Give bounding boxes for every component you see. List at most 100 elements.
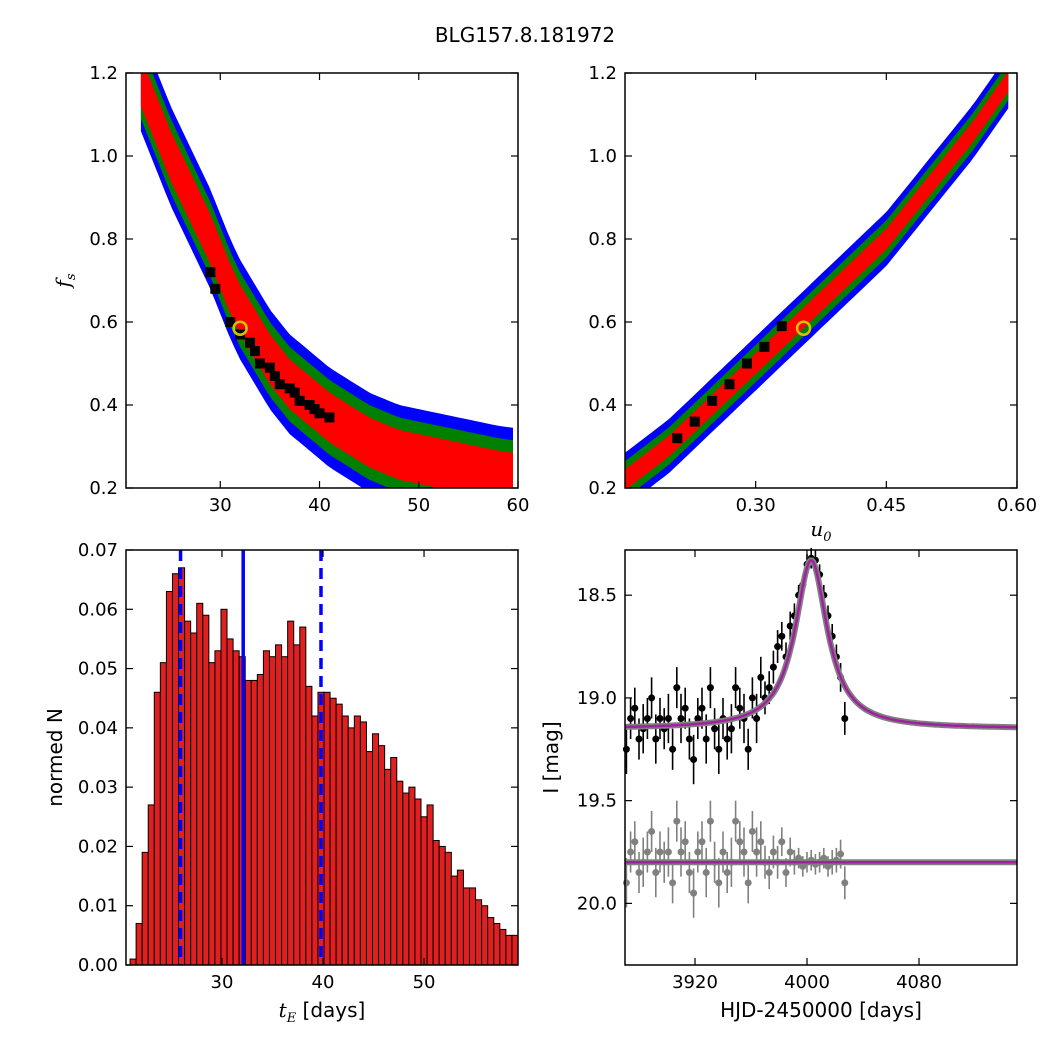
- panel-fs-vs-te: 30 40 50 60 0.2 0.4 0.6 0.8 1.0 1.2 fs: [51, 63, 530, 516]
- y-axis-label: fs: [51, 273, 79, 289]
- histogram-bar: [329, 697, 337, 966]
- x-tick-label: 40: [308, 495, 331, 516]
- histogram-bar: [196, 602, 204, 966]
- data-point: [652, 735, 660, 743]
- residual-point: [669, 879, 677, 887]
- data-point: [685, 735, 693, 743]
- y-tick-label: 0.01: [78, 896, 118, 917]
- residual-point: [631, 838, 639, 846]
- y-tick-label: 0.07: [78, 540, 118, 561]
- histogram-bar: [432, 840, 440, 966]
- core-cell: [289, 387, 300, 398]
- residual-point: [648, 827, 656, 835]
- residual-point: [778, 838, 786, 846]
- y-tick-label: 0.05: [78, 659, 118, 680]
- data-point: [656, 714, 664, 722]
- band-mid: [625, 73, 1009, 488]
- x-tick-label: 30: [211, 972, 234, 993]
- core-cell: [210, 283, 221, 294]
- histogram-bar: [347, 727, 355, 966]
- histogram-bar: [244, 679, 252, 966]
- residual-point: [748, 827, 756, 835]
- band-inner: [140, 73, 513, 488]
- y-tick-label: 20.0: [577, 893, 617, 914]
- histogram-bar: [226, 638, 234, 966]
- histogram-bar: [281, 656, 289, 966]
- histogram-bar: [141, 851, 149, 966]
- data-point: [744, 745, 752, 753]
- data-point: [702, 735, 710, 743]
- residual-point: [786, 848, 794, 856]
- residual-point: [685, 869, 693, 877]
- histogram-bar: [256, 674, 264, 966]
- axes-frame: [624, 72, 1018, 489]
- histogram-bar: [335, 703, 343, 966]
- data-point: [748, 694, 756, 702]
- y-tick-label: 0.02: [78, 836, 118, 857]
- data-point: [727, 725, 735, 733]
- x-tick-label: 60: [507, 495, 530, 516]
- histogram-bar: [159, 662, 167, 966]
- histogram-bar: [426, 804, 434, 966]
- y-tick-label: 0.4: [588, 395, 617, 416]
- y-tick-label: 1.0: [588, 146, 617, 167]
- core-cell: [250, 346, 261, 357]
- histogram-bar: [220, 608, 228, 966]
- data-point: [669, 745, 677, 753]
- histogram-bar: [511, 934, 519, 966]
- histogram-bar: [287, 620, 295, 966]
- residual-point: [635, 869, 643, 877]
- y-tick-label: 0.6: [588, 312, 617, 333]
- data-point: [664, 714, 672, 722]
- histogram-bar: [214, 650, 222, 966]
- histogram-bar: [359, 721, 367, 966]
- band-inner: [625, 73, 1009, 488]
- x-axis-label-sub: 0: [823, 530, 831, 545]
- residual-point: [719, 848, 727, 856]
- core-cell: [776, 321, 787, 332]
- histogram-bar: [493, 923, 501, 966]
- axes-frame: [125, 549, 519, 966]
- y-tick-label: 0.4: [89, 395, 118, 416]
- panel-te-histogram: 30 40 50 0.00 0.01 0.02 0.03 0.04 0.05 0.06 0.07 no…: [43, 540, 519, 1026]
- data-point: [677, 714, 685, 722]
- core-cell: [324, 412, 335, 423]
- histogram-bar: [402, 792, 410, 966]
- core-cell: [264, 362, 275, 373]
- y-tick-label: 0.06: [78, 599, 118, 620]
- histogram-bar: [444, 851, 452, 966]
- residual-point: [698, 838, 706, 846]
- y-tick-label: 0.2: [89, 478, 118, 499]
- residual-point: [740, 848, 748, 856]
- data-point: [643, 714, 651, 722]
- residual-point: [769, 848, 777, 856]
- y-tick-label: 0.6: [89, 312, 118, 333]
- data-point: [786, 622, 794, 630]
- data-point: [711, 725, 719, 733]
- panel-lightcurve: 3920 4000 4080 18.5 19.0 19.5 20.0 I [mag] HJD-2…: [539, 547, 1018, 1022]
- histogram-bar: [208, 662, 216, 966]
- residual-point: [643, 848, 651, 856]
- axes-frame: [624, 549, 1018, 966]
- residual-point: [744, 879, 752, 887]
- histogram-bar: [153, 691, 161, 966]
- data-point: [627, 714, 635, 722]
- residual-point: [702, 869, 710, 877]
- histogram-bar: [311, 715, 319, 966]
- y-axis-label: normed N: [43, 708, 67, 807]
- x-axis-label-sub: E: [286, 1011, 297, 1026]
- histogram-bar: [147, 804, 155, 966]
- x-axis-label: u0: [810, 517, 831, 545]
- residual-point: [753, 848, 761, 856]
- histogram-bar: [365, 751, 374, 966]
- x-tick-label: 40: [312, 972, 335, 993]
- core-cell: [741, 358, 752, 369]
- data-point: [778, 632, 786, 640]
- x-axis-label-symbol: t: [279, 998, 288, 1022]
- histogram-bar: [184, 620, 192, 966]
- x-axis-label: tE [days]: [279, 998, 366, 1026]
- data-point: [757, 673, 765, 681]
- core-cell: [672, 433, 683, 444]
